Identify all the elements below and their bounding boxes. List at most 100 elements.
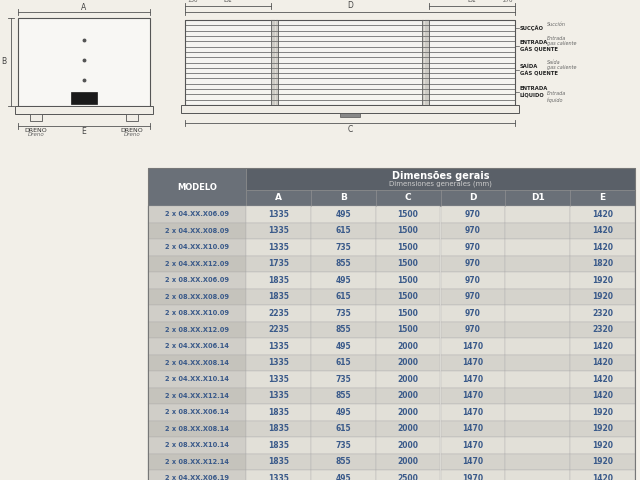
Text: 2 x 04.XX.X06.09: 2 x 04.XX.X06.09 <box>165 211 229 217</box>
Bar <box>570 470 635 480</box>
Bar <box>376 404 440 420</box>
Text: 855: 855 <box>335 457 351 466</box>
Text: D: D <box>347 1 353 11</box>
Text: 2 x 08.XX.X08.09: 2 x 08.XX.X08.09 <box>165 294 229 300</box>
Text: 1500: 1500 <box>397 226 419 235</box>
Text: 2320: 2320 <box>592 309 613 318</box>
Bar <box>148 338 246 355</box>
Text: Succión: Succión <box>547 22 566 26</box>
Text: 2000: 2000 <box>397 457 419 466</box>
Text: 1835: 1835 <box>268 457 289 466</box>
Text: SAÍDA
GÁS QUENTE: SAÍDA GÁS QUENTE <box>520 64 558 76</box>
Text: 1420: 1420 <box>592 226 613 235</box>
Text: 2 x 04.XX.X10.09: 2 x 04.XX.X10.09 <box>165 244 229 250</box>
Bar <box>376 420 440 437</box>
Text: 495: 495 <box>335 276 351 285</box>
Bar <box>506 470 570 480</box>
Text: 1920: 1920 <box>592 441 613 450</box>
Text: 970: 970 <box>465 325 481 334</box>
Text: 1735: 1735 <box>268 259 289 268</box>
Text: C: C <box>404 193 412 203</box>
Text: D1: D1 <box>223 0 232 2</box>
Bar <box>570 437 635 454</box>
Text: 2320: 2320 <box>592 325 613 334</box>
Bar <box>311 322 376 338</box>
Text: 970: 970 <box>465 226 481 235</box>
Bar <box>440 322 506 338</box>
Text: 1420: 1420 <box>592 391 613 400</box>
Text: 1470: 1470 <box>462 342 483 351</box>
Text: A: A <box>275 193 282 203</box>
Text: 1335: 1335 <box>268 375 289 384</box>
Bar <box>246 288 311 305</box>
Text: 2000: 2000 <box>397 441 419 450</box>
Bar <box>148 239 246 255</box>
Bar <box>376 371 440 387</box>
Bar <box>570 239 635 255</box>
Text: Entrada
gas caliente: Entrada gas caliente <box>547 36 577 47</box>
Text: 1420: 1420 <box>592 474 613 480</box>
Bar <box>440 371 506 387</box>
Text: E: E <box>600 193 605 203</box>
Bar <box>148 272 246 288</box>
Bar <box>148 437 246 454</box>
Bar <box>506 272 570 288</box>
Text: 2 x 08.XX.X12.14: 2 x 08.XX.X12.14 <box>165 459 229 465</box>
Bar <box>311 288 376 305</box>
Bar <box>148 371 246 387</box>
Text: 735: 735 <box>335 243 351 252</box>
Text: 2500: 2500 <box>397 474 419 480</box>
Bar <box>246 272 311 288</box>
Text: 1500: 1500 <box>397 325 419 334</box>
Bar <box>340 113 360 117</box>
Text: Dimensiones generales (mm): Dimensiones generales (mm) <box>389 180 492 187</box>
Bar <box>440 355 506 371</box>
Bar <box>506 322 570 338</box>
Bar <box>506 387 570 404</box>
Bar <box>148 454 246 470</box>
Text: 1335: 1335 <box>268 210 289 219</box>
Text: 970: 970 <box>465 243 481 252</box>
Bar <box>311 437 376 454</box>
Bar <box>570 371 635 387</box>
Text: 2 x 08.XX.X12.09: 2 x 08.XX.X12.09 <box>165 327 229 333</box>
Bar <box>148 420 246 437</box>
Bar <box>570 387 635 404</box>
Bar <box>148 223 246 239</box>
Bar <box>506 239 570 255</box>
Bar <box>246 255 311 272</box>
Bar <box>440 470 506 480</box>
Text: 615: 615 <box>335 424 351 433</box>
Bar <box>148 387 246 404</box>
Bar <box>311 338 376 355</box>
Text: 2 x 04.XX.X10.14: 2 x 04.XX.X10.14 <box>165 376 229 382</box>
Bar <box>570 322 635 338</box>
Text: 855: 855 <box>335 325 351 334</box>
Bar <box>246 305 311 322</box>
Bar <box>506 206 570 223</box>
Bar <box>311 223 376 239</box>
Text: 1335: 1335 <box>268 226 289 235</box>
Bar <box>185 20 515 105</box>
Text: D1: D1 <box>531 193 545 203</box>
Text: 1835: 1835 <box>268 276 289 285</box>
Bar <box>148 355 246 371</box>
Bar <box>148 470 246 480</box>
Text: 495: 495 <box>335 342 351 351</box>
Text: 970: 970 <box>465 292 481 301</box>
Bar <box>246 371 311 387</box>
Bar <box>570 338 635 355</box>
Bar <box>440 420 506 437</box>
Bar <box>422 20 429 105</box>
Text: 970: 970 <box>465 259 481 268</box>
Text: 970: 970 <box>465 210 481 219</box>
Text: 2235: 2235 <box>268 309 289 318</box>
Bar <box>506 437 570 454</box>
Text: 1500: 1500 <box>397 210 419 219</box>
Bar <box>311 470 376 480</box>
Bar <box>440 437 506 454</box>
Text: ENTRADA
GÁS QUENTE: ENTRADA GÁS QUENTE <box>520 40 558 52</box>
Text: 1920: 1920 <box>592 424 613 433</box>
Text: 1500: 1500 <box>397 243 419 252</box>
Text: 150: 150 <box>187 0 198 2</box>
